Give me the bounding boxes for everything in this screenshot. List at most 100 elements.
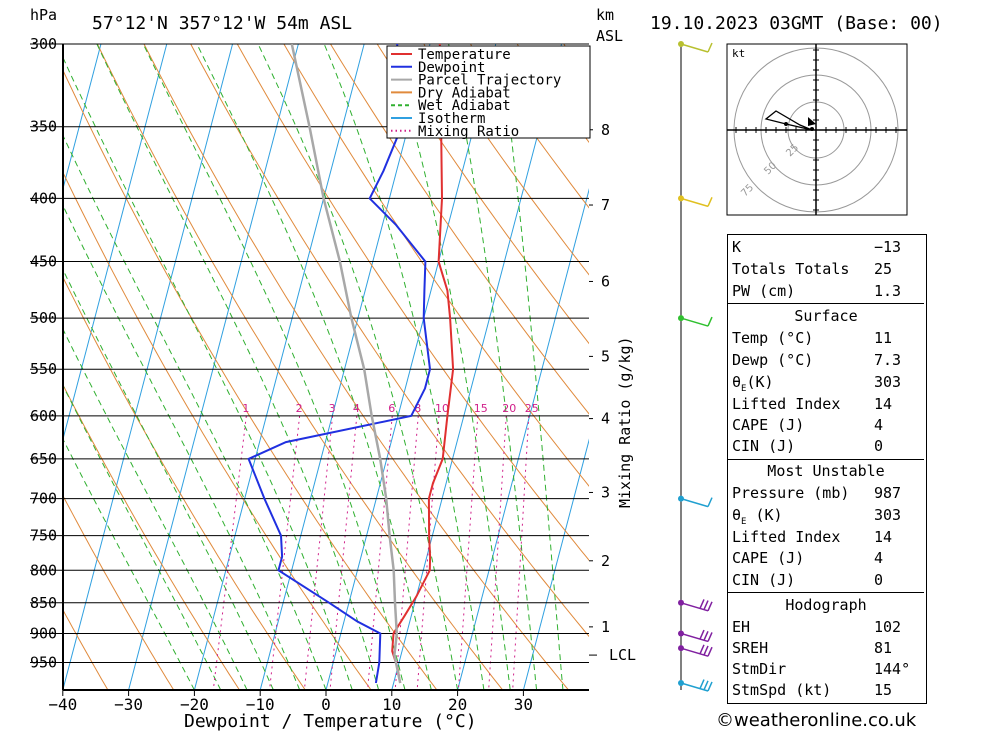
mixing-ratio-line [512,415,530,690]
wind-barb [680,42,713,53]
sreh-row: SREH 81 [732,639,893,657]
mixing-ratio-label: 3 [329,402,336,415]
isotherm-line [63,44,102,191]
totals-totals-row: Totals Totals 25 [732,260,893,278]
k-index-row: K −13 [732,238,902,256]
isotherm-line [259,44,431,690]
wind-barb-staff [680,682,709,692]
pressure-tick-label: 350 [30,118,57,136]
height-tick-label: 8 [601,121,610,139]
hodograph-params-title: Hodograph [785,596,867,614]
wind-barb-staff [680,317,709,327]
surface-li-row: Lifted Index 14 [732,395,893,413]
isotherm-line [457,188,589,690]
surface-theta-row: θE(K) 303 [732,373,902,394]
pressure-tick-label: 800 [30,561,57,579]
mixing-ratio-label: 4 [353,402,360,415]
mu-li-row: Lifted Index 14 [732,528,893,546]
wind-barb-staff [680,632,709,643]
wet-adiabat-line [389,44,511,690]
height-tick-label: 2 [601,552,610,570]
legend-label: Mixing Ratio [418,124,519,140]
pressure-tick-label: 850 [30,594,57,612]
eh-row: EH 102 [732,618,902,636]
hodograph-trace [764,110,813,131]
mixing-ratio-line [269,415,301,690]
wind-barb-flag [707,646,713,657]
dry-adiabat-line [376,44,589,345]
pressure-tick-label: 600 [30,407,57,425]
height-tick-label: 1 [601,618,610,636]
mixing-ratio-line [212,415,247,690]
height-unit-label: km [596,6,614,24]
dry-adiabat-line [63,494,175,690]
lcl-label: LCL [609,646,636,664]
mu-cin-row: CIN (J) 0 [732,571,884,589]
mixing-ratio-line [303,415,334,690]
copyright-text: ©weatheronline.co.uk [716,710,917,731]
wind-barb [680,644,713,657]
pressure-tick-label: 700 [30,490,57,508]
isotherm-line [128,44,299,690]
mixing-ratio-line [416,415,440,690]
x-tick-label: 0 [321,695,331,714]
wind-barb-flag [707,197,713,207]
legend-label: Isotherm [418,111,485,127]
dry-adiabat-line [63,171,372,690]
height-tick-label: 5 [601,347,610,365]
wind-barb-flag [707,316,713,327]
dry-adiabat-line [330,44,589,415]
mu-pressure-row: Pressure (mb) 987 [732,484,902,502]
datetime-title: 19.10.2023 03GMT (Base: 00) [650,13,943,34]
pressure-tick-label: 900 [30,624,57,642]
x-tick-label: −30 [114,695,143,714]
mixing-ratio-label: 15 [474,402,488,415]
wind-barb-staff [680,602,709,612]
wind-barb-flag [699,644,705,655]
legend-label: Temperature [418,47,511,63]
dry-adiabat-line [423,44,589,276]
pressure-tick-label: 950 [30,653,57,671]
isotherm-line [193,44,365,690]
surface-title: Surface [794,307,858,325]
x-axis-ticks: −40 −30 −20 −10 0 10 20 30 [48,690,533,714]
isotherm-line [63,44,234,690]
wet-adiabat-line [63,328,248,690]
wind-barb [680,497,713,508]
wind-barb-flag [703,645,709,656]
mixing-ratio-label: 2 [296,402,303,415]
parcel-trajectory-profile [290,44,402,684]
mixing-ratio-line [488,415,507,690]
wind-barb-flag [699,629,705,640]
hodograph-point [810,127,814,131]
indices-panel: K −13 Totals Totals 25 PW (cm) 1.3 Surface … [727,234,927,704]
legend-label: Wet Adiabat [418,98,511,114]
pressure-tick-label: 400 [30,189,57,207]
height-tick-label: 3 [601,483,610,501]
mixing-ratio-line [367,415,393,690]
wind-barb [680,629,713,643]
height-axis: 8 7 6 5 4 3 2 1 LCL [589,121,636,664]
mixing-ratio-axis-label: Mixing Ratio (g/kg) [616,336,634,508]
wind-barb-flag [699,599,705,609]
pressure-tick-label: 500 [30,309,57,327]
pressure-tick-label: 300 [30,35,57,53]
dry-adiabat-line [63,608,109,690]
stmdir-row: StmDir 144° [732,660,911,678]
x-tick-label: −40 [48,695,77,714]
mu-theta-row: θE (K) 303 [732,506,902,527]
x-axis-label: Dewpoint / Temperature (°C) [184,711,477,732]
x-tick-label: −10 [246,695,275,714]
location-title: 57°12'N 357°12'W 54m ASL [92,13,352,34]
mixing-ratio-line [394,415,419,690]
surface-cin-row: CIN (J) 0 [732,437,884,455]
wind-barb-staff [680,497,709,508]
wind-barb-flag [703,680,709,691]
mixing-ratio-label: 25 [525,402,539,415]
mu-cape-row: CAPE (J) 4 [732,549,884,567]
x-tick-label: 30 [514,695,533,714]
hodograph-unit: kt [732,47,745,60]
mixing-ratio-line [457,415,479,690]
